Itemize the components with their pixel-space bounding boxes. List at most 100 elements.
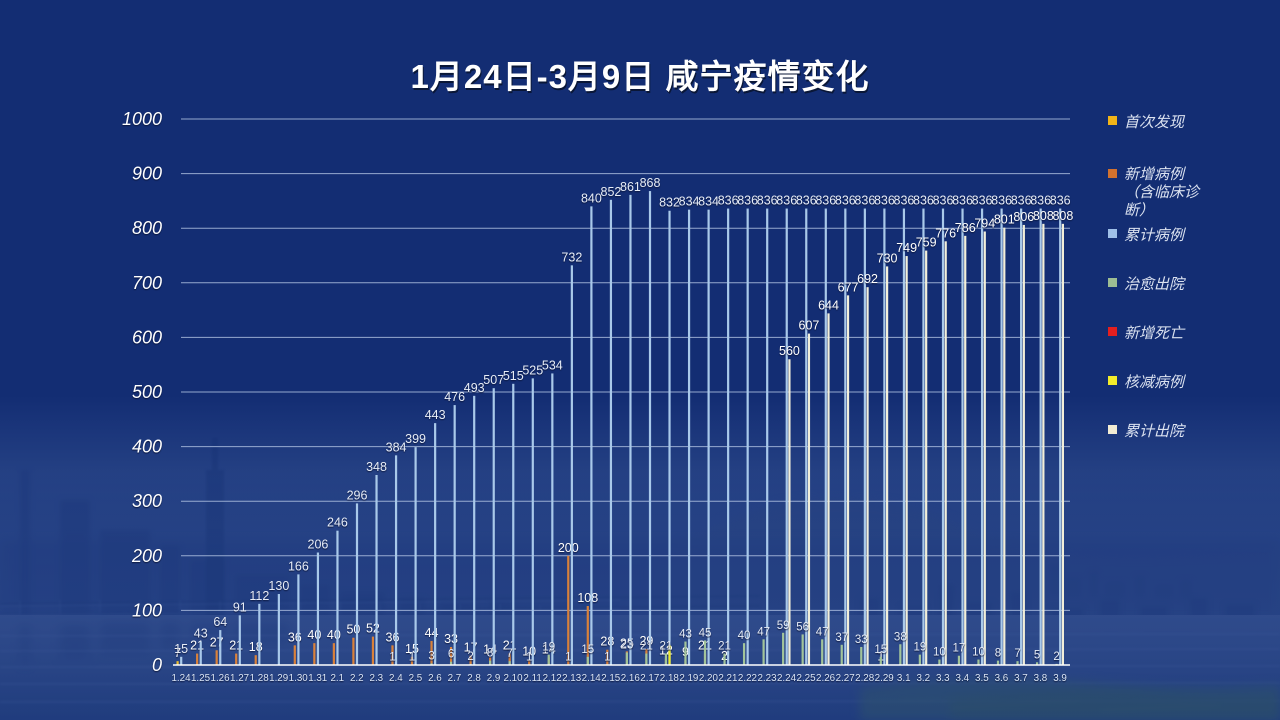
- svg-text:836: 836: [757, 194, 778, 208]
- svg-text:44: 44: [425, 626, 439, 640]
- svg-text:38: 38: [894, 631, 907, 643]
- svg-text:43: 43: [679, 629, 692, 641]
- svg-text:36: 36: [386, 630, 400, 644]
- svg-text:1.29: 1.29: [269, 673, 288, 684]
- svg-text:507: 507: [483, 373, 504, 387]
- svg-text:1: 1: [604, 651, 610, 663]
- svg-text:836: 836: [952, 194, 973, 208]
- svg-text:836: 836: [972, 194, 993, 208]
- svg-text:7: 7: [1014, 648, 1020, 660]
- svg-text:100: 100: [132, 600, 162, 620]
- svg-text:836: 836: [796, 194, 817, 208]
- svg-text:2.27: 2.27: [836, 673, 855, 684]
- svg-text:2.1: 2.1: [330, 673, 344, 684]
- svg-text:246: 246: [327, 516, 348, 530]
- svg-text:2.9: 2.9: [487, 673, 501, 684]
- svg-text:836: 836: [815, 194, 836, 208]
- svg-text:3.3: 3.3: [936, 673, 950, 684]
- svg-text:700: 700: [132, 273, 162, 293]
- svg-text:3.9: 3.9: [1053, 673, 1067, 684]
- svg-text:43: 43: [194, 627, 208, 641]
- svg-text:1: 1: [389, 651, 395, 663]
- svg-text:806: 806: [1013, 210, 1034, 224]
- svg-text:50: 50: [346, 623, 360, 637]
- svg-text:836: 836: [1011, 194, 1032, 208]
- svg-text:2.8: 2.8: [467, 673, 481, 684]
- svg-text:3.6: 3.6: [995, 673, 1009, 684]
- svg-text:1.28: 1.28: [250, 673, 270, 684]
- svg-text:40: 40: [738, 630, 751, 642]
- svg-text:7: 7: [506, 648, 512, 660]
- svg-text:18: 18: [249, 640, 263, 654]
- svg-text:1.27: 1.27: [230, 673, 249, 684]
- svg-text:33: 33: [444, 632, 458, 646]
- svg-text:2.28: 2.28: [855, 673, 875, 684]
- svg-text:493: 493: [464, 381, 485, 395]
- svg-text:900: 900: [132, 164, 162, 184]
- svg-text:2.11: 2.11: [523, 673, 541, 684]
- svg-text:10: 10: [972, 647, 985, 659]
- svg-text:600: 600: [132, 327, 162, 347]
- svg-text:861: 861: [620, 180, 641, 194]
- svg-text:59: 59: [777, 620, 790, 632]
- svg-text:836: 836: [991, 194, 1012, 208]
- svg-text:1.30: 1.30: [289, 673, 309, 684]
- svg-text:808: 808: [1052, 209, 1073, 223]
- svg-text:17: 17: [953, 643, 966, 655]
- svg-text:730: 730: [877, 251, 898, 265]
- svg-text:2: 2: [467, 651, 473, 663]
- svg-text:296: 296: [347, 488, 368, 502]
- svg-text:33: 33: [855, 634, 868, 646]
- svg-text:8: 8: [995, 648, 1001, 660]
- svg-text:644: 644: [818, 298, 839, 312]
- svg-text:300: 300: [132, 491, 162, 511]
- svg-text:2.4: 2.4: [389, 673, 403, 684]
- svg-text:91: 91: [233, 600, 247, 614]
- svg-text:836: 836: [894, 194, 915, 208]
- svg-text:834: 834: [679, 195, 700, 209]
- svg-text:3: 3: [428, 650, 434, 662]
- svg-text:1.31: 1.31: [308, 673, 327, 684]
- svg-text:1: 1: [409, 651, 415, 663]
- svg-text:2.18: 2.18: [660, 673, 680, 684]
- svg-text:2.14: 2.14: [582, 673, 602, 684]
- svg-text:852: 852: [601, 185, 622, 199]
- svg-text:200: 200: [558, 541, 579, 555]
- svg-text:2.26: 2.26: [816, 673, 836, 684]
- svg-text:525: 525: [522, 363, 543, 377]
- svg-text:749: 749: [896, 241, 917, 255]
- svg-text:384: 384: [386, 440, 407, 454]
- svg-text:15: 15: [174, 642, 188, 656]
- svg-text:560: 560: [779, 344, 800, 358]
- svg-text:808: 808: [1033, 209, 1054, 223]
- svg-text:692: 692: [857, 272, 878, 286]
- svg-text:8: 8: [487, 648, 493, 660]
- svg-text:27: 27: [210, 635, 224, 649]
- svg-text:2.2: 2.2: [350, 673, 364, 684]
- svg-text:836: 836: [737, 194, 758, 208]
- svg-text:834: 834: [698, 195, 719, 209]
- svg-text:19: 19: [542, 642, 555, 654]
- svg-text:500: 500: [132, 382, 162, 402]
- svg-text:19: 19: [913, 642, 926, 654]
- svg-text:2.5: 2.5: [409, 673, 423, 684]
- svg-text:1000: 1000: [122, 109, 162, 129]
- svg-text:476: 476: [444, 390, 465, 404]
- svg-text:776: 776: [935, 226, 956, 240]
- svg-text:0: 0: [152, 655, 162, 675]
- svg-text:2.6: 2.6: [428, 673, 442, 684]
- svg-text:2.17: 2.17: [640, 673, 659, 684]
- svg-text:836: 836: [933, 194, 954, 208]
- svg-text:836: 836: [718, 194, 739, 208]
- svg-text:515: 515: [503, 369, 524, 383]
- svg-text:166: 166: [288, 559, 309, 573]
- svg-text:40: 40: [307, 628, 321, 642]
- svg-text:2.20: 2.20: [699, 673, 719, 684]
- svg-text:868: 868: [640, 176, 661, 190]
- svg-text:37: 37: [835, 632, 848, 644]
- svg-text:443: 443: [425, 408, 446, 422]
- svg-text:3.7: 3.7: [1014, 673, 1028, 684]
- svg-text:1.24: 1.24: [171, 673, 191, 684]
- svg-text:836: 836: [854, 194, 875, 208]
- svg-text:534: 534: [542, 358, 563, 372]
